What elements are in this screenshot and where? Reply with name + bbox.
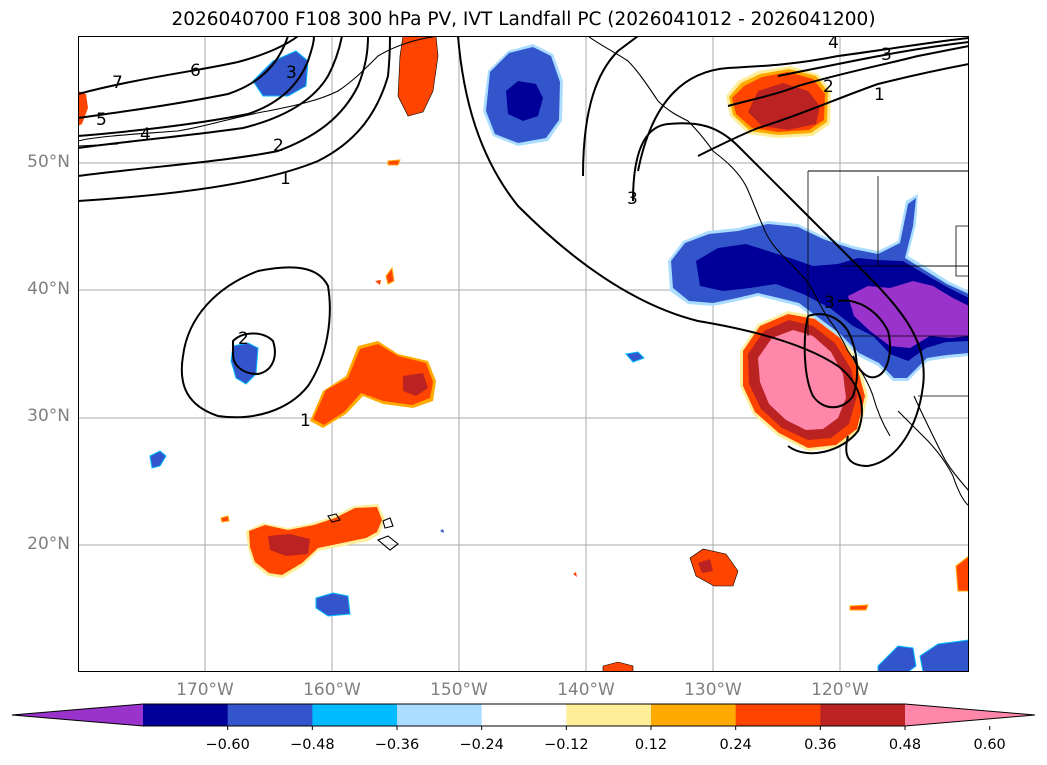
lon-label-170w: 170°W	[176, 680, 234, 700]
contour-label: 1	[300, 411, 311, 431]
contour-label: 1	[874, 85, 885, 105]
colorbar-cell	[143, 704, 229, 726]
map-canvas: 7 6 5 4 3 2 1 3 4 3 2 1 2 1 3	[78, 36, 969, 672]
contour-label: 1	[280, 169, 291, 189]
lon-label-160w: 160°W	[303, 680, 361, 700]
contour-label: 4	[828, 36, 839, 53]
lon-label-140w: 140°W	[557, 680, 615, 700]
pv-negative-core	[506, 81, 543, 121]
ivt-contours	[78, 36, 969, 468]
colorbar-tick: −0.48	[290, 737, 335, 753]
colorbar-tick: −0.12	[544, 737, 589, 753]
contour-label: 6	[190, 61, 201, 81]
lat-label-40n: 40°N	[27, 279, 70, 299]
colorbar-cell	[651, 704, 737, 726]
negative-anomalies	[149, 44, 969, 672]
colorbar-cell	[397, 704, 483, 726]
contour-label: 4	[140, 125, 151, 145]
colorbar-cell	[735, 704, 821, 726]
pv-negative-region	[252, 50, 309, 97]
colorbar-tick: −0.60	[205, 737, 250, 753]
lat-label-20n: 20°N	[27, 534, 70, 554]
map-title: 2026040700 F108 300 hPa PV, IVT Landfall…	[171, 9, 876, 30]
colorbar-extend-low	[12, 704, 143, 726]
contour-label: 7	[112, 73, 123, 93]
colorbar-extend-high	[905, 704, 1035, 726]
contour-label: 5	[96, 110, 107, 130]
colorbar-cell	[227, 704, 313, 726]
colorbar	[11, 703, 1036, 730]
pv-positive-core	[748, 83, 820, 130]
pv-negative-strongest	[848, 281, 969, 348]
lat-label-50n: 50°N	[27, 152, 70, 172]
colorbar-cell	[820, 704, 906, 726]
lon-label-150w: 150°W	[430, 680, 488, 700]
colorbar-tick: −0.24	[459, 737, 504, 753]
colorbar-outline	[11, 703, 1036, 727]
colorbar-cell	[312, 704, 398, 726]
lon-label-130w: 130°W	[684, 680, 742, 700]
contour-labels: 7 6 5 4 3 2 1 3 4 3 2 1 2 1 3	[96, 36, 892, 431]
colorbar-cell	[481, 704, 567, 726]
coastlines	[78, 36, 969, 551]
contour-label: 2	[273, 136, 284, 156]
contour-label: 3	[881, 45, 892, 65]
contour-label: 2	[238, 329, 249, 349]
contour-label: 3	[286, 63, 297, 83]
contour-label: 3	[627, 189, 638, 209]
colorbar-tick: 0.36	[804, 737, 837, 753]
colorbar-cell	[566, 704, 652, 726]
colorbar-tick: 0.24	[719, 737, 752, 753]
colorbar-tick: 0.48	[888, 737, 922, 753]
colorbar-tick: 0.60	[973, 737, 1006, 753]
pv-positive-region	[78, 91, 88, 126]
colorbar-tick: 0.12	[634, 737, 668, 753]
lon-label-120w: 120°W	[811, 680, 869, 700]
pv-positive-region	[397, 36, 439, 117]
map-panel: 7 6 5 4 3 2 1 3 4 3 2 1 2 1 3	[78, 36, 969, 672]
lat-label-30n: 30°N	[27, 406, 70, 426]
contour-label: 3	[824, 293, 835, 313]
contour-label: 2	[823, 77, 834, 97]
colorbar-tick: −0.36	[374, 737, 420, 753]
